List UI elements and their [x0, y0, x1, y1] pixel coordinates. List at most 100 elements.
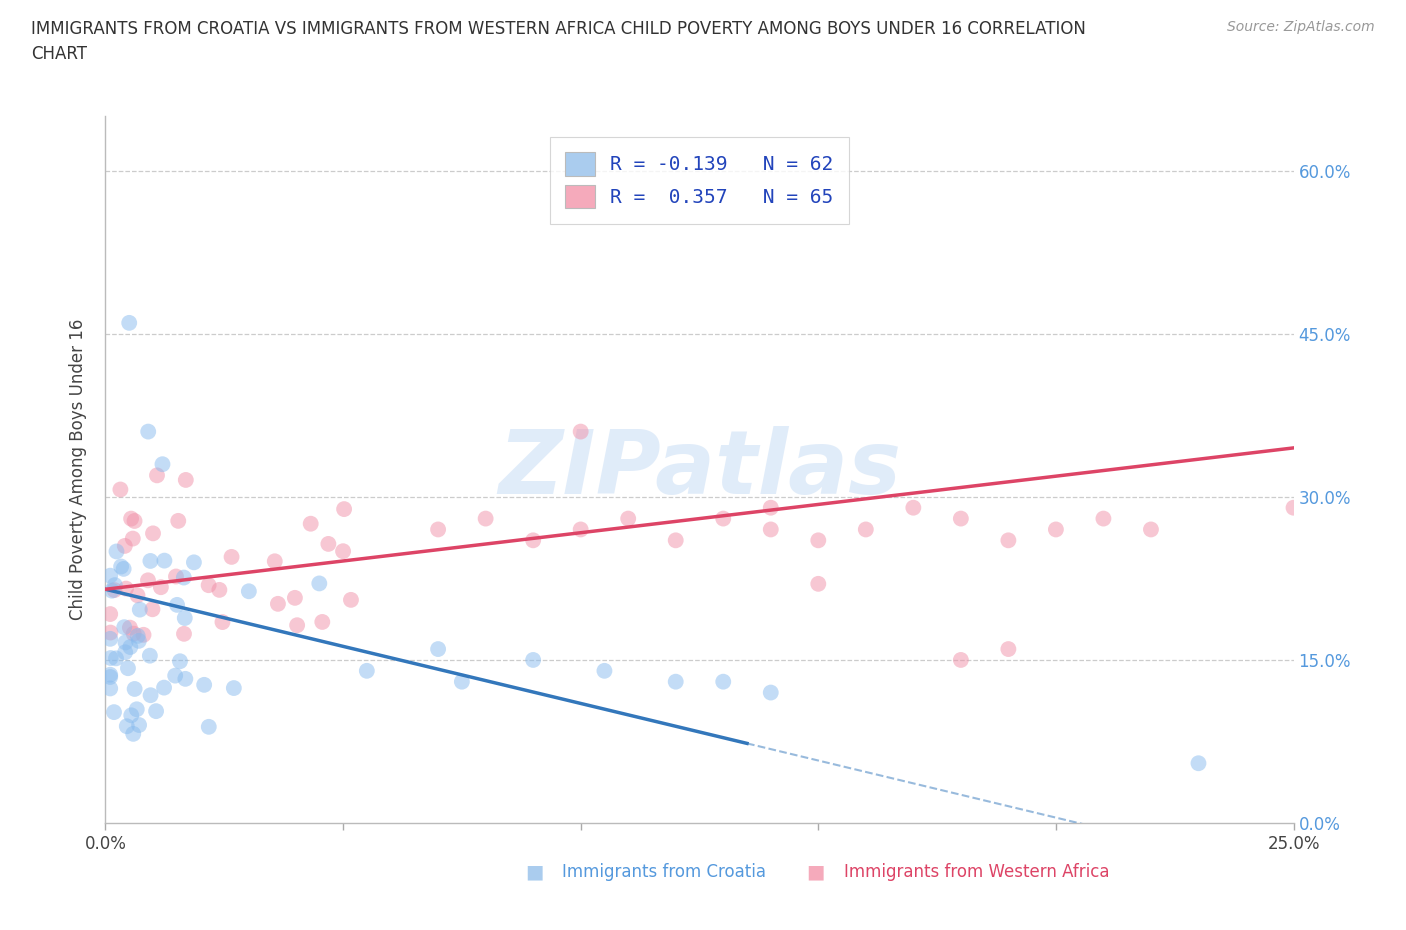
Point — [125, 702, 148, 717]
Y-axis label: Child Poverty Among Boys Under 16: Child Poverty Among Boys Under 16 — [69, 319, 87, 620]
Text: Immigrants from Western Africa: Immigrants from Western Africa — [844, 863, 1109, 882]
Point — [221, 550, 243, 565]
Point — [807, 577, 830, 591]
Point — [285, 618, 308, 632]
Point — [193, 677, 215, 692]
Legend: R = -0.139   N = 62, R =  0.357   N = 65: R = -0.139 N = 62, R = 0.357 N = 65 — [550, 137, 849, 224]
Point — [211, 615, 233, 630]
Point — [166, 597, 188, 612]
Point — [100, 625, 122, 640]
Point — [128, 718, 150, 733]
Point — [855, 522, 877, 537]
Point — [153, 553, 176, 568]
Point — [110, 559, 132, 574]
Text: CHART: CHART — [31, 45, 87, 62]
Point — [759, 500, 782, 515]
Point — [98, 681, 121, 696]
Point — [139, 688, 162, 703]
Point — [665, 533, 688, 548]
Point — [104, 578, 127, 592]
Point — [759, 685, 782, 700]
Point — [117, 661, 139, 676]
Point — [167, 513, 190, 528]
Point — [308, 576, 330, 591]
Point — [474, 512, 496, 526]
Point — [122, 726, 145, 741]
Text: IMMIGRANTS FROM CROATIA VS IMMIGRANTS FROM WESTERN AFRICA CHILD POVERTY AMONG BO: IMMIGRANTS FROM CROATIA VS IMMIGRANTS FR… — [31, 20, 1085, 38]
Point — [110, 482, 132, 497]
Point — [318, 537, 340, 551]
Point — [997, 642, 1019, 657]
Point — [333, 501, 356, 516]
Point — [711, 512, 734, 526]
Point — [299, 516, 322, 531]
Point — [141, 602, 163, 617]
Point — [127, 629, 149, 644]
Point — [1282, 500, 1305, 515]
Point — [139, 553, 162, 568]
Point — [132, 628, 155, 643]
Point — [98, 631, 121, 646]
Point — [136, 424, 159, 439]
Point — [128, 633, 150, 648]
Point — [1140, 522, 1163, 537]
Text: ZIPatlas: ZIPatlas — [498, 426, 901, 513]
Point — [122, 626, 145, 641]
Point — [617, 512, 640, 526]
Point — [103, 583, 125, 598]
Point — [142, 526, 165, 541]
Point — [118, 315, 141, 330]
Point — [115, 581, 138, 596]
Point — [127, 588, 149, 603]
Point — [114, 644, 136, 659]
Point — [114, 538, 136, 553]
Point — [120, 640, 142, 655]
Point — [1045, 522, 1067, 537]
Point — [174, 472, 197, 487]
Point — [101, 583, 124, 598]
Point — [103, 705, 125, 720]
Point — [427, 522, 450, 537]
Point — [128, 603, 150, 618]
Point — [112, 562, 135, 577]
Point — [173, 611, 195, 626]
Point — [267, 596, 290, 611]
Point — [427, 642, 450, 657]
Point — [183, 555, 205, 570]
Point — [197, 720, 219, 735]
Point — [949, 653, 972, 668]
Point — [263, 554, 285, 569]
Point — [1092, 512, 1115, 526]
Point — [145, 704, 167, 719]
Text: Source: ZipAtlas.com: Source: ZipAtlas.com — [1227, 20, 1375, 34]
Point — [165, 668, 187, 683]
Point — [120, 708, 142, 723]
Point — [105, 651, 128, 666]
Point — [139, 648, 162, 663]
Point — [807, 533, 830, 548]
Point — [169, 654, 191, 669]
Point — [450, 674, 472, 689]
Point — [222, 681, 245, 696]
Point — [759, 522, 782, 537]
Point — [340, 592, 363, 607]
Point — [311, 615, 333, 630]
Point — [105, 544, 128, 559]
Point — [124, 682, 146, 697]
Point — [173, 627, 195, 642]
Point — [112, 619, 135, 634]
Point — [152, 457, 174, 472]
Point — [522, 533, 544, 548]
Point — [665, 674, 688, 689]
Point — [197, 578, 219, 592]
Point — [98, 670, 121, 684]
Point — [100, 651, 122, 666]
Point — [118, 620, 141, 635]
Point — [98, 568, 121, 583]
Point — [997, 533, 1019, 548]
Point — [115, 719, 138, 734]
Point — [522, 653, 544, 668]
Point — [332, 544, 354, 559]
Point — [569, 522, 592, 537]
Point — [238, 584, 260, 599]
